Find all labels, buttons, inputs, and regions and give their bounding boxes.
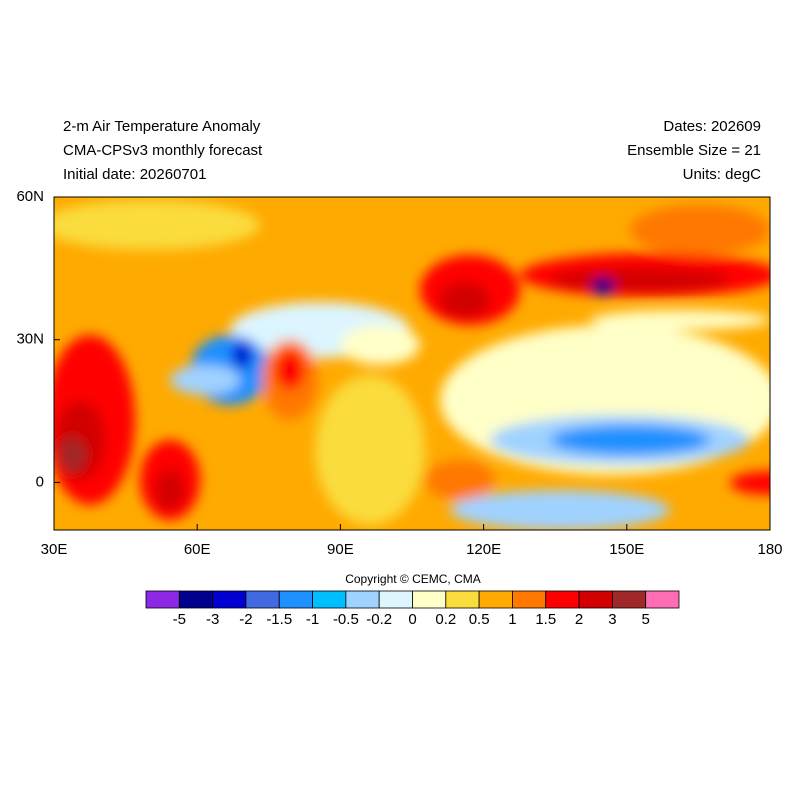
y-tick-label: 60N <box>16 188 44 205</box>
field-patch <box>340 325 420 365</box>
x-tick-label: 150E <box>609 541 644 558</box>
x-tick-label: 30E <box>41 541 68 558</box>
colorbar-box <box>378 590 413 609</box>
colorbar-box <box>178 590 214 609</box>
colorbar-label: -5 <box>173 611 186 628</box>
x-tick-label: 90E <box>327 541 354 558</box>
colorbar-box <box>445 590 480 609</box>
colorbar-box <box>278 590 313 609</box>
x-tick-label: 120E <box>466 541 501 558</box>
subtitle-line: Initial date: 20260701 <box>63 166 206 183</box>
colorbar-label: -3 <box>206 611 219 628</box>
field-patch <box>591 278 615 296</box>
field-patch <box>550 425 710 455</box>
colorbar-box <box>312 590 347 609</box>
field-patch <box>450 490 670 530</box>
info-line: Units: degC <box>683 166 762 183</box>
colorbar-box <box>545 590 580 609</box>
field-patch <box>58 437 86 473</box>
colorbar-label: 0.2 <box>435 611 456 628</box>
field-patch <box>54 200 260 250</box>
colorbar-box <box>478 590 513 609</box>
colorbar-label: 3 <box>608 611 616 628</box>
colorbar-box <box>345 590 380 609</box>
y-tick-label: 30N <box>16 331 44 348</box>
colorbar-box <box>611 590 647 609</box>
colorbar-box <box>245 590 280 609</box>
colorbar-box <box>512 590 547 609</box>
subtitle-line: CMA-CPSv3 monthly forecast <box>63 142 263 159</box>
field-patch <box>315 375 425 525</box>
x-tick-label: 60E <box>184 541 211 558</box>
field-patch <box>590 310 770 330</box>
y-tick-label: 0 <box>36 473 44 490</box>
info-line: Ensemble Size = 21 <box>627 142 761 159</box>
colorbar-label: -1 <box>306 611 319 628</box>
copyright: Copyright © CEMC, CMA <box>345 572 481 586</box>
colorbar-label: 5 <box>642 611 650 628</box>
colorbar-box <box>645 590 680 609</box>
field-patch <box>155 470 185 510</box>
colorbar-label: -0.2 <box>366 611 392 628</box>
title-line: 2-m Air Temperature Anomaly <box>63 118 261 135</box>
colorbar-box <box>212 590 247 609</box>
colorbar-box <box>578 590 613 609</box>
field-shading <box>54 200 770 530</box>
colorbar-label: 1 <box>508 611 516 628</box>
colorbar-label: -2 <box>239 611 252 628</box>
colorbar-label: 2 <box>575 611 583 628</box>
colorbar-label: -1.5 <box>266 611 292 628</box>
field-patch <box>275 350 305 390</box>
colorbar-label: -0.5 <box>333 611 359 628</box>
colorbar-box <box>145 590 180 609</box>
anomaly-field <box>54 197 770 530</box>
x-tick-label: 180 <box>757 541 782 558</box>
colorbar-label: 0 <box>408 611 416 628</box>
field-patch <box>550 268 730 292</box>
field-patch <box>232 341 252 369</box>
colorbar-label: 1.5 <box>535 611 556 628</box>
colorbar-box <box>412 590 447 609</box>
field-patch <box>730 471 770 495</box>
info-line: Dates: 202609 <box>663 118 761 135</box>
field-patch <box>440 282 490 318</box>
map-frame <box>53 196 771 531</box>
field-patch <box>170 365 240 395</box>
field-patch <box>425 460 495 500</box>
field-patch <box>630 205 770 255</box>
colorbar-label: 0.5 <box>469 611 490 628</box>
